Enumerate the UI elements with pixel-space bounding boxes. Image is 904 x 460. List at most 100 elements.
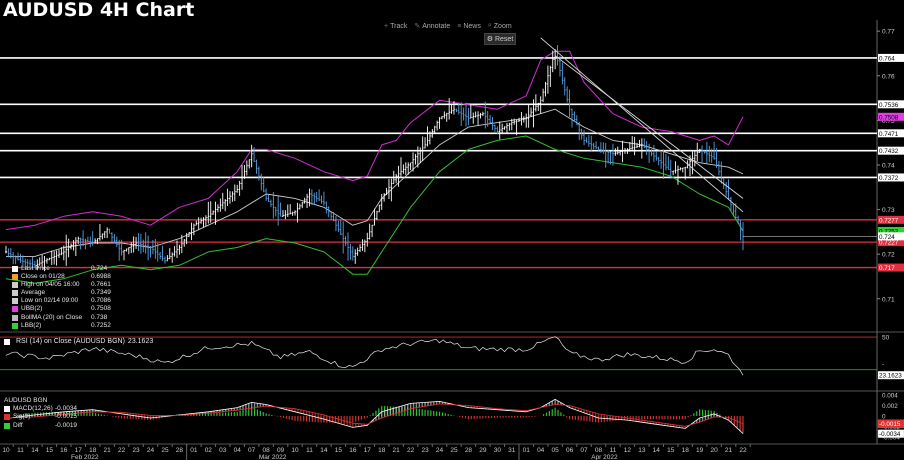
- legend-swatch: [12, 314, 18, 321]
- legend-label: UBB(2): [21, 305, 43, 313]
- month-label: Feb 2022: [71, 454, 99, 460]
- x-tick-label: 22: [739, 447, 747, 454]
- macd-tag: [877, 429, 904, 438]
- upper-bollinger-band: [5, 50, 744, 231]
- x-tick-label: 08: [263, 447, 271, 454]
- legend-row: LBB(2) 0.7252: [12, 322, 111, 330]
- x-tick-label: 29: [479, 447, 487, 454]
- level-tag-label: 0.764: [879, 55, 895, 62]
- x-tick-label: 22: [407, 447, 415, 454]
- x-tick-label: 10: [291, 447, 299, 454]
- legend-value: 0.7508: [91, 305, 111, 313]
- x-tick-label: 31: [508, 447, 516, 454]
- level-tag: [878, 129, 904, 138]
- rsi-tag-label: 23.1623: [879, 373, 902, 380]
- x-tick-label: 06: [566, 447, 574, 454]
- x-tick-label: 10: [2, 447, 10, 454]
- level-tag-label: 0.717: [879, 265, 895, 272]
- legend-swatch: [12, 298, 18, 305]
- x-tick-label: 11: [610, 447, 617, 454]
- level-tag: [878, 238, 904, 247]
- price-tag-label: 0.7508: [879, 114, 899, 121]
- level-tag: [878, 53, 904, 62]
- x-tick-label: 01: [523, 447, 531, 454]
- x-tick-label: 24: [436, 447, 444, 454]
- reset-button[interactable]: ⚙ Reset: [484, 33, 516, 45]
- x-tick-label: 30: [494, 447, 502, 454]
- month-label: Apr 2022: [591, 454, 618, 460]
- month-label: Mar 2022: [259, 454, 287, 460]
- zoom-icon: ⌕: [487, 22, 492, 29]
- level-tag: [878, 263, 904, 272]
- legend-row: High on 04/05 16:00 0.7661: [12, 281, 111, 289]
- legend-swatch: [12, 306, 18, 313]
- x-tick-label: 14: [653, 447, 661, 454]
- macd-legend: AUDUSD BGN MACD(12,26) -0.0034 Sig(9) -0.00…: [4, 397, 77, 430]
- price-tick-label: 0.77: [882, 29, 895, 36]
- x-tick-label: 11: [17, 447, 24, 454]
- legend-label: Diff: [13, 421, 23, 429]
- rsi-tick-label: 50: [882, 335, 890, 342]
- x-tick-label: 03: [219, 447, 227, 454]
- macd-tag-label: -0.0034: [879, 431, 901, 438]
- price-tick-label: 0.74: [882, 162, 895, 169]
- x-tick-label: 16: [60, 447, 68, 454]
- chart-toolbar: + Track ✎ Annotate ≡ News ⌕ Zoom: [384, 20, 512, 32]
- legend-value: 0.7252: [91, 321, 111, 329]
- legend-swatch: [4, 422, 10, 429]
- legend-row: Low on 02/14 09:00 0.7086: [12, 297, 111, 305]
- x-tick-label: 13: [638, 447, 646, 454]
- x-tick-label: 22: [118, 447, 126, 454]
- price-tick-label: 0.73: [882, 207, 895, 214]
- legend-label: High on 04/05 16:00: [21, 281, 80, 289]
- macd-legend-row: Diff -0.0019: [4, 422, 77, 430]
- rsi-tag: [878, 371, 904, 380]
- x-tick-label: 07: [580, 447, 588, 454]
- news-button[interactable]: ≡ News: [457, 22, 481, 30]
- legend-value: 0.738: [91, 313, 108, 321]
- price-tick-label: 0.71: [882, 296, 895, 303]
- price-tag-label: 0.724: [879, 234, 895, 241]
- price-tag-label: 0.7252: [879, 228, 899, 235]
- level-tag-label: 0.7471: [879, 131, 899, 138]
- x-tick-label: 01: [190, 447, 198, 454]
- news-icon: ≡: [457, 22, 462, 30]
- legend-value: -0.0034: [55, 405, 78, 413]
- legend-swatch: [12, 266, 18, 272]
- level-tag-label: 0.7372: [879, 175, 899, 182]
- price-tick-label: 0.75: [882, 118, 895, 125]
- macd-legend-title: AUDUSD BGN: [4, 397, 48, 404]
- macd-tick-label: 0.002: [882, 403, 898, 410]
- x-tick-label: 07: [248, 447, 256, 454]
- x-tick-label: 16: [349, 447, 357, 454]
- rsi-tick-label: -: [882, 361, 884, 368]
- signal-line: [5, 403, 744, 427]
- legend-row: UBB(2) 0.7508: [12, 305, 111, 313]
- lower-bollinger-band: [5, 135, 744, 284]
- x-tick-label: 25: [450, 447, 458, 454]
- legend-label: Low on 02/14 09:00: [21, 297, 79, 305]
- x-tick-label: 05: [552, 447, 560, 454]
- legend-swatch: [12, 322, 18, 329]
- legend-swatch: [12, 290, 18, 297]
- zoom-button[interactable]: ⌕ Zoom: [487, 22, 512, 30]
- legend-value: 0.724: [91, 265, 108, 272]
- annotate-button[interactable]: ✎ Annotate: [414, 22, 451, 31]
- track-button[interactable]: + Track: [384, 22, 408, 30]
- crosshair-icon: +: [384, 22, 389, 30]
- legend-row: BollMA (20) on Close 0.738: [12, 314, 111, 322]
- x-tick-label: 17: [75, 447, 83, 454]
- x-tick-label: 21: [393, 447, 401, 454]
- level-tag-label: 0.7536: [879, 102, 899, 109]
- macd-tag-label: -0.0015: [879, 421, 901, 428]
- x-tick-label: 19: [696, 447, 704, 454]
- macd-tick-label: 0: [882, 413, 886, 420]
- level-tag-label: 0.7432: [879, 148, 899, 155]
- macd-line: [5, 398, 744, 434]
- x-tick-label: 14: [320, 447, 328, 454]
- x-tick-label: 15: [46, 447, 54, 454]
- legend-label: Last Price: [21, 265, 50, 272]
- legend-value: 0.7661: [91, 281, 111, 289]
- x-tick-label: 18: [378, 447, 386, 454]
